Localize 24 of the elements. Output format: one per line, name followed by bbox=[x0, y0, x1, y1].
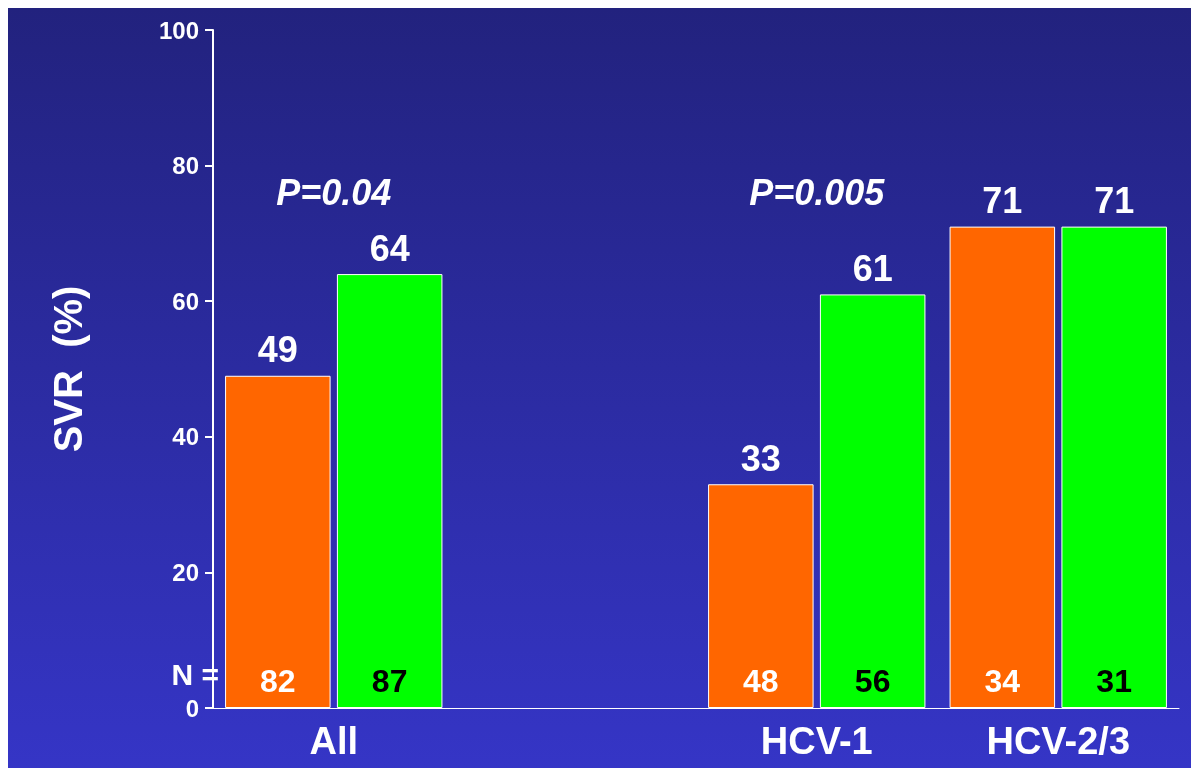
data-label: 71 bbox=[1094, 180, 1135, 222]
annotation: 31 bbox=[1096, 662, 1132, 699]
annotation: P=0.04 bbox=[276, 172, 392, 214]
data-label: 33 bbox=[740, 437, 781, 479]
x-tick-label: All bbox=[309, 720, 359, 762]
y-tick-label: 80 bbox=[172, 152, 199, 180]
annotation: 34 bbox=[984, 662, 1021, 699]
y-tick-label: 40 bbox=[172, 423, 199, 451]
data-label: 71 bbox=[982, 180, 1023, 222]
y-tick-label: 20 bbox=[172, 558, 199, 586]
annotation: 82 bbox=[260, 662, 296, 699]
x-tick-label: HCV-1 bbox=[760, 720, 873, 762]
x-tick-label: HCV-2/3 bbox=[986, 720, 1131, 762]
y-tick-label: 100 bbox=[158, 16, 199, 44]
annotation: 56 bbox=[854, 662, 891, 699]
y-tick-label: 60 bbox=[172, 287, 199, 315]
annotation: 48 bbox=[743, 662, 779, 699]
annotation: 87 bbox=[371, 662, 408, 699]
data-label: 64 bbox=[369, 227, 410, 269]
data-label: 61 bbox=[852, 247, 893, 289]
y-tick-label: 0 bbox=[185, 694, 199, 722]
y-axis-title: SVR (%) bbox=[46, 285, 90, 453]
data-label: 49 bbox=[257, 329, 298, 371]
annotation: P=0.005 bbox=[749, 172, 886, 214]
